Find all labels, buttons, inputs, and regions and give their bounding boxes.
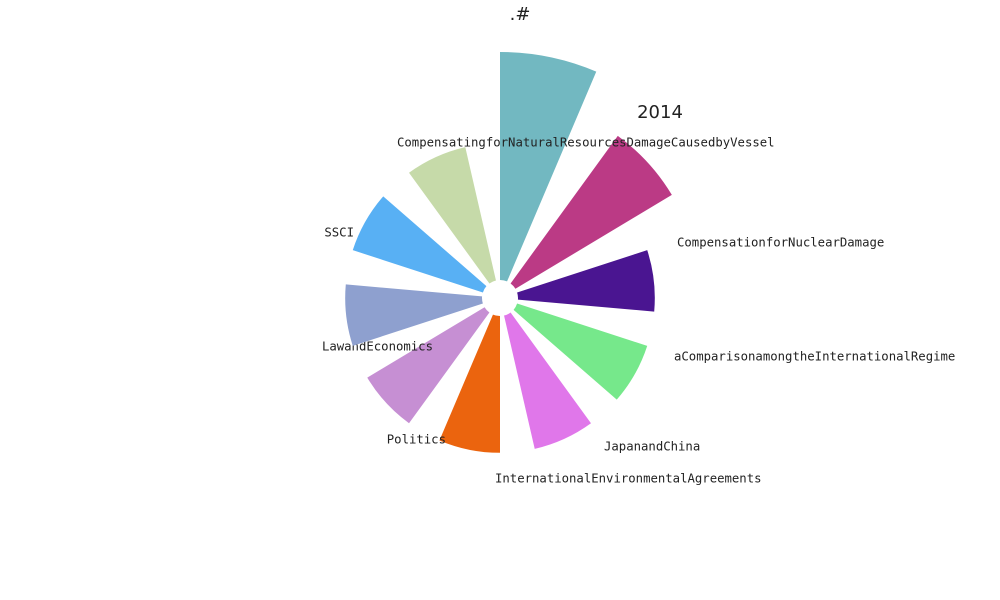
category-label: InternationalEnvironmentalAgreements — [495, 472, 762, 486]
category-label: CompensatingforNaturalResourcesDamageCau… — [397, 136, 775, 150]
bar — [513, 303, 648, 400]
category-label: LawandEconomics — [322, 340, 433, 354]
category-label: SSCI — [324, 226, 354, 240]
bar — [345, 284, 483, 346]
bar — [367, 307, 490, 424]
bar — [409, 147, 496, 284]
bar — [439, 314, 500, 453]
category-label: Politics — [387, 433, 446, 447]
bar — [500, 52, 597, 282]
category-label: JapanandChina — [604, 440, 700, 454]
bar — [504, 312, 591, 449]
category-label: .# — [510, 4, 531, 25]
category-label: CompensationforNuclearDamage — [677, 236, 884, 250]
category-label: aComparisonamongtheInternationalRegime — [674, 350, 955, 364]
bar — [510, 135, 672, 289]
bar — [517, 250, 655, 312]
category-label: 2014 — [637, 102, 683, 123]
bar — [352, 196, 487, 293]
